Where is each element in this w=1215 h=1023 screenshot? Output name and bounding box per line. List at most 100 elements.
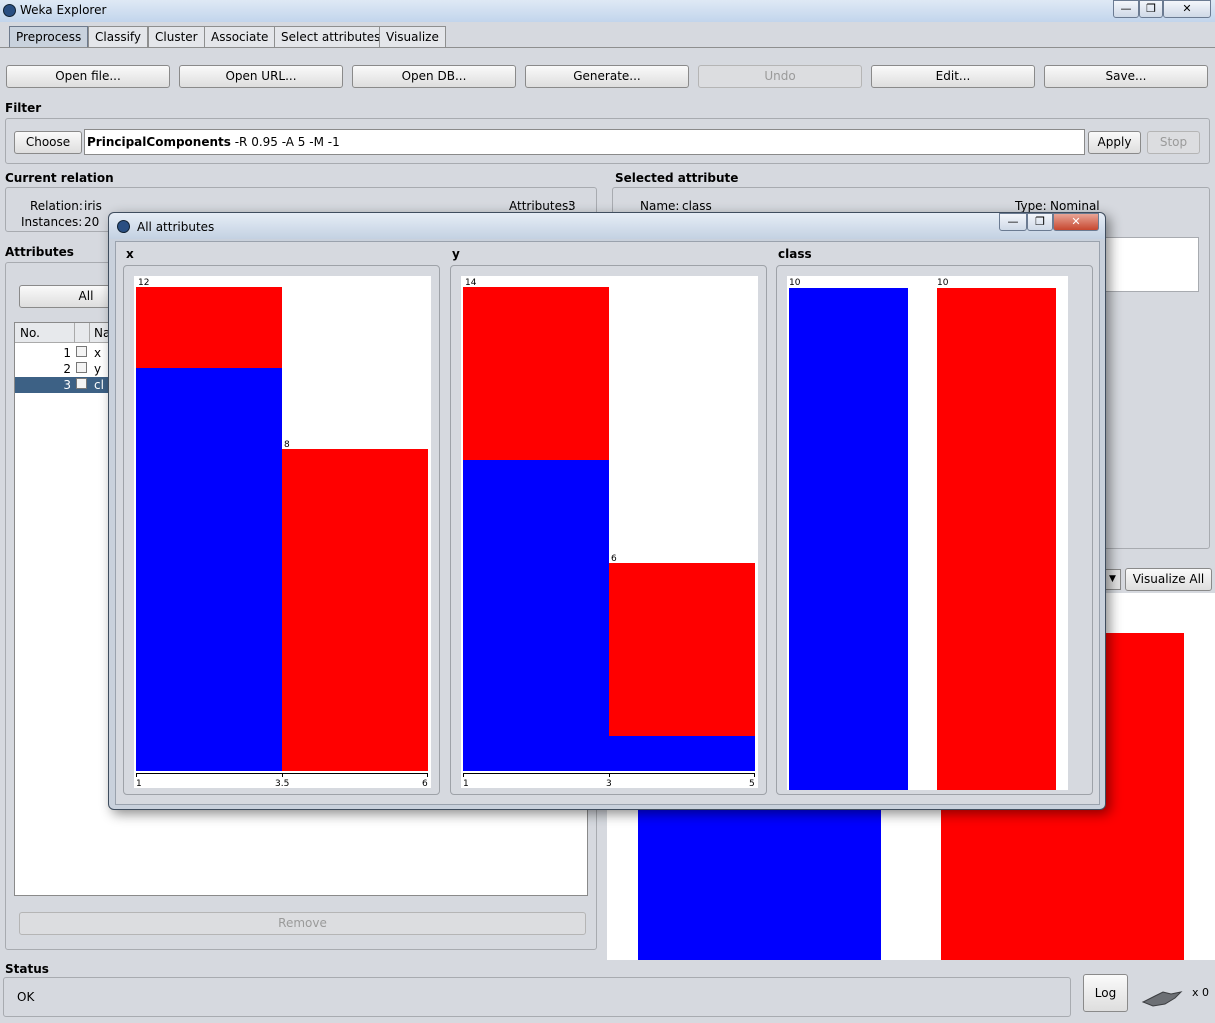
relation-value: iris: [84, 199, 102, 213]
current-relation-label: Current relation: [5, 171, 114, 185]
attributes-count-value: 3: [568, 199, 576, 213]
generate-button[interactable]: Generate...: [525, 65, 689, 88]
filter-field[interactable]: PrincipalComponents -R 0.95 -A 5 -M -1: [84, 129, 1085, 155]
visualize-all-button[interactable]: Visualize All: [1125, 568, 1212, 591]
bar-x2-red: [282, 449, 428, 771]
chart-class-title: class: [778, 247, 812, 261]
open-db-button[interactable]: Open DB...: [352, 65, 516, 88]
chart-x-box: 12 8 1 3.5 6: [123, 265, 440, 795]
row-name: cl: [94, 378, 104, 392]
close-button[interactable]: ✕: [1163, 0, 1211, 18]
bar-y2-red: [609, 563, 755, 736]
bar-class2-red: [937, 288, 1056, 790]
stop-button[interactable]: Stop: [1147, 131, 1200, 154]
row-checkbox[interactable]: [76, 346, 87, 357]
apply-button[interactable]: Apply: [1088, 131, 1141, 154]
tick-mark: [754, 773, 755, 777]
tab-visualize[interactable]: Visualize: [379, 26, 446, 47]
tick-mark: [609, 773, 610, 777]
row-name: y: [94, 362, 102, 376]
save-button[interactable]: Save...: [1044, 65, 1208, 88]
popup-minimize-button[interactable]: —: [999, 213, 1027, 231]
col-name-header[interactable]: Na: [90, 323, 110, 343]
sel-name-label: Name:: [640, 199, 680, 213]
tick-label: 1: [463, 779, 469, 789]
popup-title-bar: All attributes — ❐ ✕: [109, 213, 1105, 239]
status-panel: [3, 977, 1071, 1017]
status-label: Status: [5, 962, 49, 976]
undo-button[interactable]: Undo: [698, 65, 862, 88]
row-name: x: [94, 346, 102, 360]
bar-y1-red: [463, 287, 609, 460]
bar-count-label: 14: [465, 278, 477, 288]
minimize-button[interactable]: —: [1113, 0, 1139, 18]
table-row[interactable]: 1 x: [15, 345, 109, 361]
status-text: OK: [17, 990, 35, 1004]
log-button[interactable]: Log: [1083, 974, 1128, 1012]
remove-button[interactable]: Remove: [19, 912, 586, 935]
table-row-selected[interactable]: 3 cl: [15, 377, 109, 393]
bar-x1-red: [136, 287, 282, 368]
tab-preprocess[interactable]: Preprocess: [9, 26, 89, 47]
popup-title: All attributes: [137, 220, 215, 234]
row-checkbox[interactable]: [76, 378, 87, 389]
relation-label: Relation:: [30, 199, 83, 213]
col-check-header[interactable]: [75, 323, 90, 343]
col-no-header[interactable]: No.: [15, 323, 75, 343]
tab-associate[interactable]: Associate: [204, 26, 276, 47]
tick-mark: [136, 773, 137, 777]
selected-attribute-table: [1100, 237, 1199, 292]
instances-label: Instances:: [21, 215, 83, 229]
row-no: 2: [63, 362, 71, 376]
chart-x-plot: 12 8 1 3.5 6: [134, 276, 431, 789]
sel-type-label: Type:: [1015, 199, 1047, 213]
bar-count-label: 10: [937, 278, 949, 288]
popup-body: x 12 8 1 3.5 6 y 14: [115, 241, 1100, 805]
chart-class-plot: 10 10: [787, 276, 1068, 790]
bar-count-label: 6: [611, 554, 617, 564]
attributes-count-label: Attributes:: [509, 199, 573, 213]
instances-value: 20: [84, 215, 100, 229]
row-no: 1: [63, 346, 71, 360]
chevron-down-icon[interactable]: ▼: [1104, 569, 1121, 590]
popup-close-button[interactable]: ✕: [1053, 213, 1099, 231]
chart-class-box: 10 10: [776, 265, 1093, 795]
tick-label: 3.5: [275, 779, 290, 789]
tick-mark: [463, 773, 464, 777]
bar-class1-blue: [789, 288, 908, 790]
filter-name: PrincipalComponents: [87, 135, 231, 149]
tab-cluster[interactable]: Cluster: [148, 26, 205, 47]
table-row[interactable]: 2 y: [15, 361, 109, 377]
open-file-button[interactable]: Open file...: [6, 65, 170, 88]
tick-mark: [282, 773, 283, 777]
row-checkbox[interactable]: [76, 362, 87, 373]
filter-options: -R 0.95 -A 5 -M -1: [230, 135, 340, 149]
tick-label: 6: [422, 779, 428, 789]
task-count: x 0: [1192, 986, 1210, 999]
tab-divider: [0, 47, 1215, 48]
chart-y-title: y: [452, 247, 460, 261]
tick-label: 1: [136, 779, 142, 789]
tick-label: 3: [606, 779, 612, 789]
all-attributes-window: All attributes — ❐ ✕ x 12 8 1 3.5 6: [108, 212, 1106, 810]
filter-label: Filter: [5, 101, 42, 115]
java-icon: [117, 220, 130, 233]
popup-maximize-button[interactable]: ❐: [1027, 213, 1053, 231]
tick-label: 5: [749, 779, 755, 789]
sel-name-value: class: [682, 199, 712, 213]
sel-type-value: Nominal: [1050, 199, 1100, 213]
weka-bird-icon: [1141, 988, 1185, 1008]
tab-select-attributes[interactable]: Select attributes: [274, 26, 388, 47]
weka-bird-icon: [3, 4, 16, 17]
tab-classify[interactable]: Classify: [88, 26, 149, 47]
maximize-button[interactable]: ❐: [1139, 0, 1163, 18]
bar-count-label: 10: [789, 278, 801, 288]
bar-count-label: 12: [138, 278, 150, 288]
title-bar: Weka Explorer — ❐ ✕: [0, 0, 1215, 22]
open-url-button[interactable]: Open URL...: [179, 65, 343, 88]
bar-y1-blue: [463, 460, 609, 771]
choose-button[interactable]: Choose: [14, 131, 82, 154]
window-title: Weka Explorer: [20, 3, 107, 17]
tick-mark: [427, 773, 428, 777]
edit-button[interactable]: Edit...: [871, 65, 1035, 88]
